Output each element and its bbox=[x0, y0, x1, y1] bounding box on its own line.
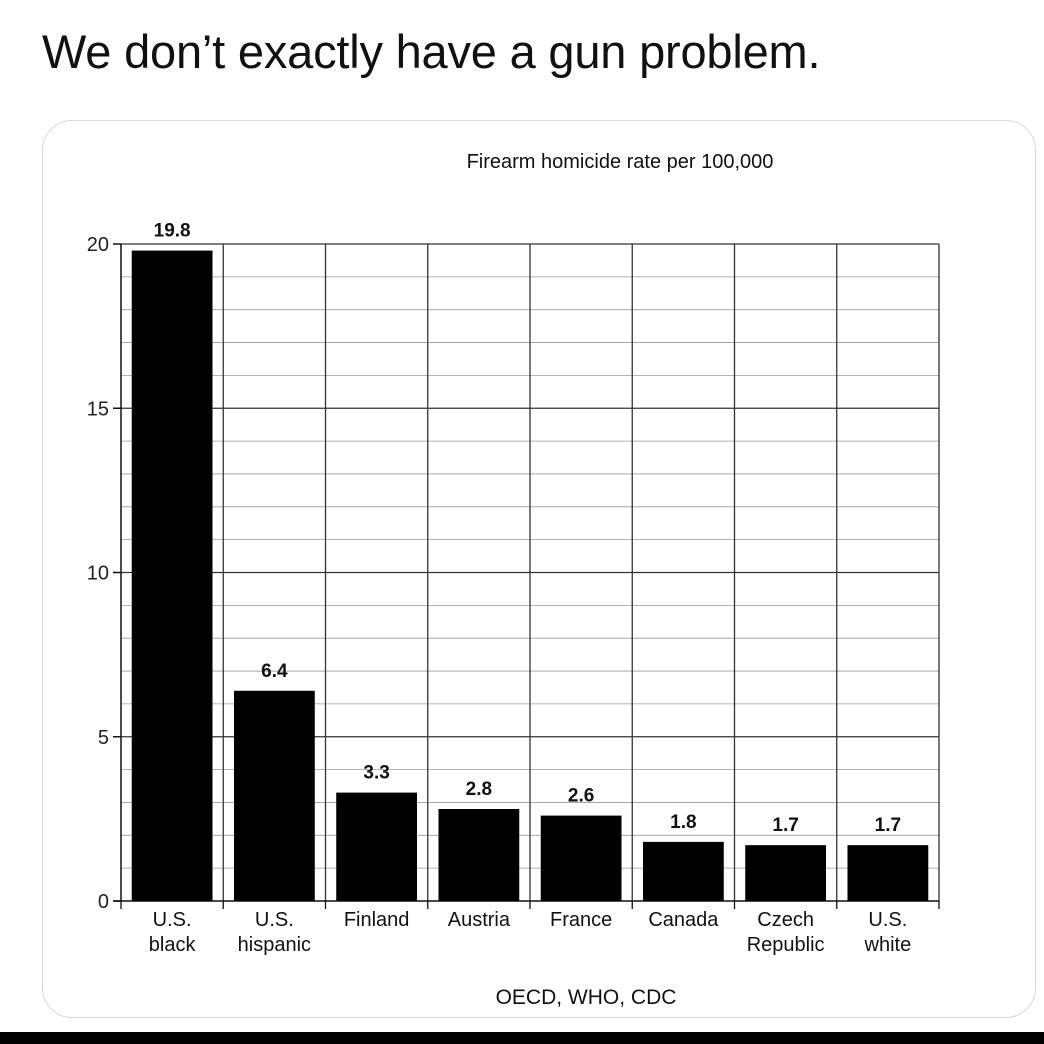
x-category-label: black bbox=[149, 934, 197, 956]
x-category-label: U.S. bbox=[868, 909, 907, 931]
bar bbox=[745, 845, 827, 901]
bar-value-label: 1.8 bbox=[670, 812, 696, 833]
chart-card[interactable]: Firearm homicide rate per 100,000 0 5 10 15 2… bbox=[42, 120, 1036, 1018]
gridlines bbox=[121, 243, 940, 901]
bar-value-label: 2.6 bbox=[568, 786, 594, 807]
post-text: We don’t exactly have a gun problem. bbox=[42, 25, 821, 78]
x-category-label: hispanic bbox=[238, 934, 311, 956]
x-category-label: U.S. bbox=[255, 909, 294, 931]
y-tick-label: 15 bbox=[87, 398, 109, 420]
bar-value-label: 6.4 bbox=[261, 661, 288, 682]
bar-value-label: 19.8 bbox=[154, 221, 191, 242]
bar-value-label: 1.7 bbox=[875, 815, 901, 836]
y-tick-label: 20 bbox=[87, 234, 109, 256]
bar bbox=[847, 845, 929, 901]
bar-value-label: 1.7 bbox=[772, 815, 798, 836]
bar bbox=[131, 250, 213, 901]
x-category-label: white bbox=[864, 934, 912, 956]
y-tick-label: 5 bbox=[98, 727, 109, 749]
x-category-label: U.S. bbox=[153, 909, 192, 931]
bar bbox=[540, 815, 622, 901]
bottom-band bbox=[0, 1032, 1044, 1044]
bar bbox=[233, 690, 315, 901]
chart-title: Firearm homicide rate per 100,000 bbox=[467, 151, 774, 173]
x-category-label: Canada bbox=[648, 909, 719, 931]
x-category-label: Czech bbox=[757, 909, 814, 931]
chart-source: OECD, WHO, CDC bbox=[496, 986, 677, 1009]
x-category-label: Republic bbox=[747, 934, 825, 956]
bar bbox=[642, 841, 724, 901]
x-category-label: Finland bbox=[344, 909, 410, 931]
bar-value-label: 3.3 bbox=[363, 763, 389, 784]
bar-chart: Firearm homicide rate per 100,000 0 5 10 15 2… bbox=[87, 151, 940, 1009]
x-category-label: Austria bbox=[448, 909, 511, 931]
y-tick-label: 10 bbox=[87, 563, 109, 585]
x-category-label: France bbox=[550, 909, 612, 931]
bar bbox=[336, 792, 418, 901]
bar-value-label: 2.8 bbox=[466, 779, 492, 800]
y-tick-label: 0 bbox=[98, 891, 109, 913]
bar bbox=[438, 809, 520, 901]
